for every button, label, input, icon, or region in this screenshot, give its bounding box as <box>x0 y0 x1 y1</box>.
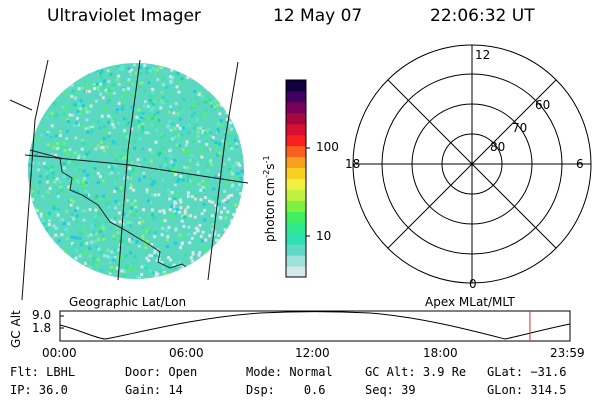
polar-mlat-70: 70 <box>512 121 528 135</box>
instrument-title: Ultraviolet Imager <box>47 6 201 26</box>
altitude-xtick-2: 12:00 <box>295 346 330 360</box>
altitude-xtick-4: 23:59 <box>550 346 585 360</box>
polar-plot <box>352 44 592 284</box>
colorbar-band <box>286 156 306 169</box>
colorbar-band <box>286 101 306 114</box>
polar-mlt-18: 18 <box>345 157 361 171</box>
status-gcalt: GC Alt: 3.9 Re <box>365 365 467 379</box>
colorbar-band <box>286 189 306 201</box>
polar-mlat-80: 80 <box>490 140 506 154</box>
parallel-line <box>24 154 249 184</box>
status-flt: Flt: LBHL <box>10 365 76 379</box>
colorbar-frame <box>285 79 307 278</box>
colorbar-band <box>286 266 306 278</box>
graticule-stub <box>9 99 33 111</box>
colorbar-band <box>286 167 306 179</box>
colorbar-band <box>286 80 306 92</box>
status-seq: Seq: 39 <box>365 383 416 397</box>
polar-mlt-0: 0 <box>469 277 477 291</box>
time-label: 22:06:32 UT <box>430 6 535 26</box>
status-ip: IP: 36.0 <box>10 383 68 397</box>
altitude-ytick-low: 1.8 <box>32 321 52 335</box>
colorbar-label-100: 100 <box>316 140 339 154</box>
status-mode: Mode: Normal <box>246 365 333 379</box>
colorbar-band <box>286 90 306 103</box>
colorbar-label-10: 10 <box>316 229 332 243</box>
status-glon: GLon: 314.5 <box>487 383 567 397</box>
altitude-xtick-1: 06:00 <box>169 346 204 360</box>
status-door: Door: Open <box>125 365 198 379</box>
colorbar-band <box>286 244 306 256</box>
status-dsp: Dsp: 0.6 <box>246 383 326 397</box>
colorbar-band <box>286 233 306 245</box>
colorbar <box>286 80 306 278</box>
colorbar-band <box>286 211 306 223</box>
polar-mlt-6: 6 <box>576 157 584 171</box>
date-label: 12 May 07 <box>273 6 363 26</box>
altitude-xtick-0: 00:00 <box>42 346 77 360</box>
meridian-1 <box>21 59 49 301</box>
status-glat: GLat: −31.6 <box>487 365 567 379</box>
colorbar-band <box>286 255 306 267</box>
altitude-axis-label: GC Alt <box>9 310 23 348</box>
colorbar-band <box>286 222 306 234</box>
uv-disk <box>28 63 244 279</box>
altitude-plot-frame <box>59 310 571 342</box>
colorbar-unit: photon cm-2s-1 <box>262 155 277 242</box>
coastline <box>29 149 192 275</box>
colorbar-band <box>286 134 306 147</box>
geo-caption: Geographic Lat/Lon <box>69 295 187 309</box>
colorbar-band <box>286 145 306 158</box>
meridian-2 <box>117 59 141 281</box>
polar-mlat-60: 60 <box>535 98 551 112</box>
colorbar-band <box>286 112 306 125</box>
colorbar-band <box>286 123 306 136</box>
status-gain: Gain: 14 <box>125 383 183 397</box>
polar-caption: Apex MLat/MLT <box>425 295 515 309</box>
colorbar-band <box>286 200 306 212</box>
polar-mlt-12: 12 <box>475 48 491 62</box>
altitude-xtick-3: 18:00 <box>423 346 458 360</box>
altitude-ytick-high: 9.0 <box>32 308 52 322</box>
meridian-3 <box>207 61 239 281</box>
colorbar-band <box>286 178 306 190</box>
altitude-curve <box>59 311 571 340</box>
